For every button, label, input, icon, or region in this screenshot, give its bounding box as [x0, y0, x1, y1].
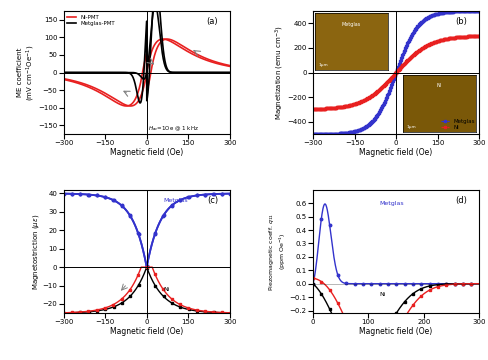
X-axis label: Magnetic field (Oe): Magnetic field (Oe)	[110, 148, 183, 157]
Y-axis label: Piezomagnetic coeff. $q_{11}$
(ppm Oe$^{-1}$): Piezomagnetic coeff. $q_{11}$ (ppm Oe$^{…	[267, 212, 287, 291]
X-axis label: Magnetic field (Oe): Magnetic field (Oe)	[359, 327, 432, 336]
Y-axis label: ME coefficient
(mV cm$^{-1}$Oe$^{-1}$): ME coefficient (mV cm$^{-1}$Oe$^{-1}$)	[17, 44, 37, 100]
Text: $H_{ac}$=1Oe @ 1 kHz: $H_{ac}$=1Oe @ 1 kHz	[148, 124, 199, 132]
Y-axis label: Magnetostriction ($\mu\epsilon$): Magnetostriction ($\mu\epsilon$)	[31, 213, 41, 290]
Text: Ni: Ni	[163, 287, 169, 292]
X-axis label: Magnetic field (Oe): Magnetic field (Oe)	[359, 148, 432, 157]
Text: Metglas: Metglas	[163, 198, 187, 203]
Text: (c): (c)	[206, 196, 218, 205]
Legend: Ni-PMT, Metglas-PMT: Ni-PMT, Metglas-PMT	[66, 14, 116, 27]
X-axis label: Magnetic field (Oe): Magnetic field (Oe)	[110, 327, 183, 336]
Text: (a): (a)	[206, 17, 218, 26]
Text: (d): (d)	[455, 196, 467, 205]
Text: Metglas: Metglas	[379, 201, 403, 206]
Legend: Metglas, Ni: Metglas, Ni	[439, 118, 475, 131]
Text: Ni: Ni	[379, 292, 385, 297]
Y-axis label: Magnetization (emu cm$^{-3}$): Magnetization (emu cm$^{-3}$)	[273, 25, 285, 120]
Text: (b): (b)	[455, 17, 467, 26]
